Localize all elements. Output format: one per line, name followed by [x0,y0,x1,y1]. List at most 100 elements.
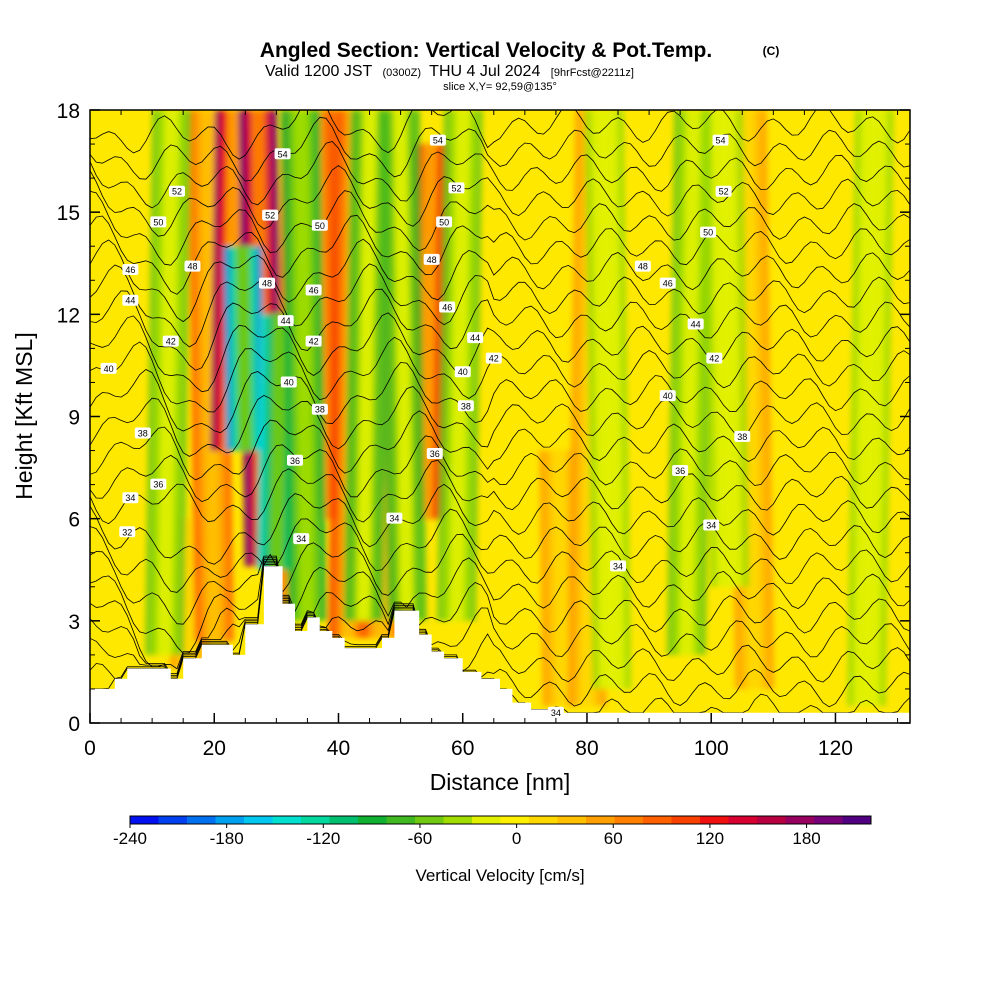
contour-label-bg [454,366,471,378]
contour-label-bg [386,512,403,524]
isentrope-33 [90,562,910,683]
contour-label: 46 [122,264,139,276]
colorbar-label: Vertical Velocity [cm/s] [415,866,584,885]
contour-label-text: 50 [439,217,449,227]
y-tick-label: 0 [68,713,80,736]
colorbar-swatch [557,816,587,824]
contour-label-bg [429,134,446,146]
y-tick-label: 15 [57,202,80,225]
contour-label-bg [426,447,443,459]
contour-label-bg [305,335,322,347]
contour-label: 34 [386,512,403,524]
contour-label-text: 36 [290,456,300,466]
colorbar-swatch [728,816,758,824]
colorbar-swatch [158,816,188,824]
contour-label: 46 [305,284,322,296]
colorbar-swatch [700,816,729,824]
colorbar-swatch [130,816,159,824]
isentrope-39 [90,483,910,565]
contour-label-bg [280,376,297,388]
colorbar-swatch [814,816,843,824]
contour-label: 52 [448,182,465,194]
velocity-band [393,110,414,621]
contour-label-text: 54 [433,136,443,146]
contour-label-text: 38 [315,405,325,415]
colorbar-swatch [842,816,872,824]
contour-label-text: 36 [430,449,440,459]
isentrope-51 [90,190,910,266]
contour-label: 46 [439,301,456,313]
contour-label: 52 [715,185,732,197]
contour-label-bg [734,430,751,442]
contour-label-bg [439,301,456,313]
x-axis-label: Distance [nm] [430,769,571,795]
contour-label-text: 32 [122,527,132,537]
contour-label-bg [659,277,676,289]
colorbar-tick-label: -180 [210,829,244,848]
contour-label: 52 [262,209,279,221]
isentrope-48 [90,263,910,348]
contour-label-text: 44 [691,320,701,330]
isentrope-37 [90,533,910,625]
contour-label: 44 [467,332,484,344]
contour-label-bg [122,492,139,504]
contour-label-bg [457,400,474,412]
contour-label-text: 34 [613,561,623,571]
contour-label-text: 52 [172,187,182,197]
contour-label-text: 42 [489,354,499,364]
velocity-band [716,110,737,587]
contour-label: 54 [274,148,291,160]
isentrope-49 [90,238,910,323]
contour-label-text: 40 [284,377,294,387]
isentrope-47 [90,288,910,371]
x-tick-label: 40 [327,737,350,760]
contour-label-text: 40 [104,364,114,374]
chart-subtitle: Valid 1200 JST (0300Z) THU 4 Jul 2024 [9… [265,63,634,80]
contour-label: 36 [426,447,443,459]
contour-label-bg [687,318,704,330]
x-tick-label: 60 [451,737,474,760]
contour-label-bg [287,454,303,466]
contour-label-bg [659,390,676,402]
isentrope-34 [90,560,910,674]
velocity-band [449,110,471,621]
velocity-band [679,110,701,655]
contour-label-text: 34 [551,708,561,718]
contour-label-text: 42 [309,337,319,347]
contour-label: 50 [311,219,328,231]
contour-label-bg [610,560,627,572]
isentrope-53 [90,141,910,209]
contour-label-bg [184,260,201,272]
contour-label: 48 [184,260,201,272]
colorbar-tick-label: -60 [408,829,433,848]
contour-label-bg [277,315,294,327]
contour-label: 42 [162,335,179,347]
contour-label: 48 [423,253,440,265]
x-axis: 0 20 40 60 80 100 120 [84,110,899,760]
contour-label: 48 [259,277,276,289]
title-mark: (C) [763,44,780,58]
contour-label: 40 [454,366,471,378]
colorbar-swatch [586,816,615,824]
velocity-band [551,450,570,706]
colorbar-swatch [215,816,245,824]
colorbar-tick-label: 120 [696,829,724,848]
contour-label-text: 46 [125,265,135,275]
isentrope-44 [90,362,910,434]
contour-label: 38 [134,427,151,439]
isentrope-40 [90,459,910,525]
contour-label: 42 [706,352,723,364]
contour-label-bg [547,706,564,718]
velocity-band [356,110,377,621]
contour-label-bg [259,277,276,289]
contour-label-text: 50 [315,221,325,231]
contour-label-text: 46 [309,285,319,295]
contour-label-bg [712,134,729,146]
contour-label-bg [305,284,322,296]
colorbar-swatch [386,816,416,824]
contour-label: 52 [168,185,185,197]
contour-label-text: 54 [278,149,288,159]
colorbar-tick-label: 0 [512,829,521,848]
contour-label-text: 42 [709,354,719,364]
